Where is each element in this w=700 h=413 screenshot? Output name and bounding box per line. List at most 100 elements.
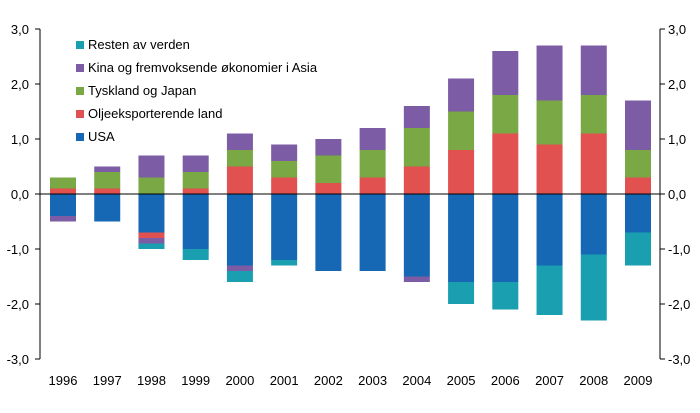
bar-1998-series-5 xyxy=(138,243,165,249)
y-tick-label-right: -1,0 xyxy=(668,242,690,257)
legend-swatch xyxy=(76,41,84,49)
x-tick-label: 2004 xyxy=(402,373,431,388)
bar-2001-series-0 xyxy=(271,194,298,260)
bar-2003-series-3 xyxy=(359,128,386,150)
bar-2000-series-1 xyxy=(226,166,253,194)
y-tick-label-left: -1,0 xyxy=(7,242,29,257)
legend: Resten av verden Kina og fremvoksende øko… xyxy=(76,37,318,144)
x-tick-label: 1999 xyxy=(181,373,210,388)
bar-2007-series-2 xyxy=(536,100,563,145)
bar-2006-series-0 xyxy=(492,194,519,282)
bar-1998-series-2 xyxy=(138,177,165,194)
bar-1999-series-0 xyxy=(182,194,209,249)
legend-label: Tyskland og Japan xyxy=(88,83,196,98)
x-labels-group: 1996 1997 1998 1999 2000 2001 2002 2003 2004 2005… xyxy=(49,373,653,388)
bar-2006-series-3 xyxy=(492,51,519,95)
legend-label: Kina og fremvoksende økonomier i Asia xyxy=(88,60,318,75)
bar-2004-series-0 xyxy=(403,194,430,277)
bar-2009-series-2 xyxy=(625,150,651,178)
legend-label: Oljeeksporterende land xyxy=(88,106,222,121)
bar-1997-series-1 xyxy=(94,188,121,194)
bar-2005-series-0 xyxy=(448,194,475,282)
y-tick-label-right: 1,0 xyxy=(668,132,686,147)
x-tick-label: 2002 xyxy=(314,373,343,388)
bar-2000-series-3 xyxy=(226,133,253,150)
bar-1998-series-3 xyxy=(138,155,165,178)
x-tick-label: 2006 xyxy=(491,373,520,388)
bar-2000-series-5 xyxy=(226,271,253,282)
bar-2006-series-1 xyxy=(492,133,519,194)
bar-1998-series-1 xyxy=(138,232,165,238)
x-tick-label: 2001 xyxy=(270,373,299,388)
y-tick-label-left: 1,0 xyxy=(11,132,29,147)
bar-2009-series-0 xyxy=(625,194,651,233)
bar-1996-series-1 xyxy=(50,188,76,194)
y-tick-label-left: 0,0 xyxy=(11,187,29,202)
legend-swatch xyxy=(76,133,84,141)
bar-2008-series-5 xyxy=(580,254,607,321)
y-tick-label-right: -2,0 xyxy=(668,297,690,312)
bar-2003-series-1 xyxy=(359,177,386,194)
legend-swatch xyxy=(76,87,84,95)
bar-2002-series-3 xyxy=(315,139,342,156)
bar-2007-series-1 xyxy=(536,144,563,194)
x-tick-label: 2007 xyxy=(535,373,564,388)
bar-2001-series-3 xyxy=(271,144,298,161)
bar-1996-series-2 xyxy=(50,177,76,189)
legend-swatch xyxy=(76,64,84,72)
legend-swatch xyxy=(76,110,84,118)
bar-1997-series-0 xyxy=(94,194,121,222)
bar-2001-series-5 xyxy=(271,260,298,266)
bar-2007-series-3 xyxy=(536,45,563,101)
legend-label: Resten av verden xyxy=(88,37,190,52)
bar-1997-series-3 xyxy=(94,166,121,172)
x-tick-label: 2003 xyxy=(358,373,387,388)
bar-2004-series-4 xyxy=(403,276,430,282)
bar-2001-series-1 xyxy=(271,177,298,194)
bar-2007-series-5 xyxy=(536,265,563,315)
y-tick-label-right: -3,0 xyxy=(668,352,690,367)
bar-2008-series-3 xyxy=(580,45,607,95)
bar-1996-series-0 xyxy=(50,194,76,216)
bar-2006-series-2 xyxy=(492,95,519,134)
bar-1998-series-0 xyxy=(138,194,165,233)
bar-2000-series-2 xyxy=(226,150,253,167)
bar-2009-series-1 xyxy=(625,177,651,194)
bars-group xyxy=(50,45,651,321)
bar-2004-series-2 xyxy=(403,128,430,167)
bar-2008-series-2 xyxy=(580,95,607,134)
y-tick-label-left: 3,0 xyxy=(11,22,29,37)
bar-2006-series-5 xyxy=(492,282,519,310)
x-tick-label: 1997 xyxy=(93,373,122,388)
bar-2002-series-2 xyxy=(315,155,342,183)
bar-2001-series-2 xyxy=(271,161,298,178)
y-tick-label-left: -3,0 xyxy=(7,352,29,367)
bar-2004-series-3 xyxy=(403,106,430,128)
bar-2002-series-0 xyxy=(315,194,342,271)
bar-2003-series-0 xyxy=(359,194,386,271)
bar-2008-series-1 xyxy=(580,133,607,194)
bar-2000-series-4 xyxy=(226,265,253,271)
bar-2004-series-1 xyxy=(403,166,430,194)
bar-1999-series-2 xyxy=(182,172,209,189)
y-tick-label-left: 2,0 xyxy=(11,77,29,92)
bar-2008-series-0 xyxy=(580,194,607,255)
bar-2005-series-5 xyxy=(448,282,475,304)
bar-1996-series-4 xyxy=(50,216,76,222)
x-tick-label: 2008 xyxy=(579,373,608,388)
ticks-group: 3,0 3,0 2,0 2,0 1,0 1,0 0,0 0,0 -1,0 -1,0 -2,0 -2,0… xyxy=(7,22,691,367)
bar-2009-series-5 xyxy=(625,232,651,266)
bar-2000-series-0 xyxy=(226,194,253,266)
bar-1998-series-4 xyxy=(138,238,165,244)
y-tick-label-left: -2,0 xyxy=(7,297,29,312)
y-tick-label-right: 3,0 xyxy=(668,22,686,37)
bar-2005-series-3 xyxy=(448,78,475,112)
bar-2003-series-2 xyxy=(359,150,386,178)
x-tick-label: 1996 xyxy=(49,373,78,388)
bar-2005-series-1 xyxy=(448,150,475,194)
bar-2005-series-2 xyxy=(448,111,475,150)
legend-label: USA xyxy=(88,129,115,144)
bar-1999-series-1 xyxy=(182,188,209,194)
x-tick-label: 2005 xyxy=(447,373,476,388)
